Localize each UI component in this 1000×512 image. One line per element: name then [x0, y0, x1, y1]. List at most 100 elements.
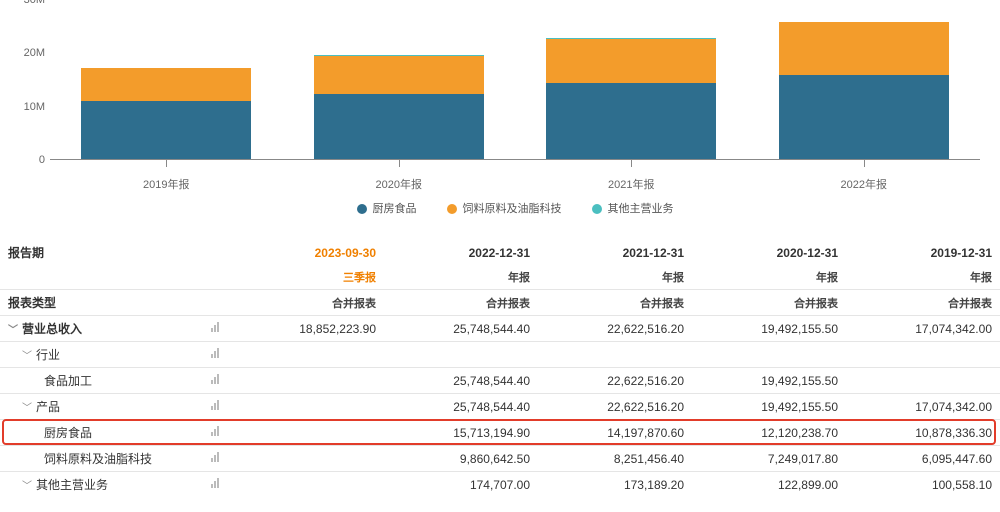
- table-cell: 122,899.00: [692, 472, 846, 498]
- row-chart-icon-cell: [200, 446, 230, 472]
- bar-segment: [779, 75, 949, 159]
- table-cell: [692, 342, 846, 368]
- bar-chart-icon[interactable]: [211, 322, 219, 332]
- bar-segment: [81, 101, 251, 159]
- x-tick-label: 2020年报: [299, 176, 499, 192]
- bar-chart-icon[interactable]: [211, 348, 219, 358]
- column-date: 2021-12-31: [538, 240, 692, 265]
- x-tick-label: 2019年报: [66, 176, 266, 192]
- chart-plot-area: [50, 0, 980, 160]
- table-cell: 22,622,516.20: [538, 394, 692, 420]
- table-cell: [846, 368, 1000, 394]
- row-label[interactable]: ﹀行业: [0, 342, 200, 368]
- column-subtype: 年报: [692, 265, 846, 290]
- header-type-label: 报表类型: [0, 290, 200, 316]
- legend-item: 其他主营业务: [592, 200, 674, 216]
- legend-item: 厨房食品: [357, 200, 417, 216]
- bar-segment: [314, 56, 484, 94]
- table-row: ﹀行业: [0, 342, 1000, 368]
- revenue-stacked-bar-chart: 010M20M30M 2019年报2020年报2021年报2022年报 厨房食品…: [0, 0, 1000, 210]
- bar-chart-icon[interactable]: [211, 478, 219, 488]
- column-report-type: 合并报表: [846, 290, 1000, 316]
- row-label: 饲料原料及油脂科技: [0, 446, 200, 472]
- table-cell: 14,197,870.60: [538, 420, 692, 446]
- bar-group: [531, 38, 731, 159]
- x-tick-label: 2022年报: [764, 176, 964, 192]
- column-subtype: 年报: [384, 265, 538, 290]
- row-chart-icon-cell: [200, 316, 230, 342]
- table-cell: 25,748,544.40: [384, 394, 538, 420]
- row-label[interactable]: ﹀营业总收入: [0, 316, 200, 342]
- y-axis: 010M20M30M: [10, 0, 45, 160]
- table-cell: [538, 342, 692, 368]
- row-label: 食品加工: [0, 368, 200, 394]
- table-row: ﹀其他主营业务 174,707.00173,189.20122,899.00100…: [0, 472, 1000, 498]
- table-row: ﹀营业总收入 18,852,223.9025,748,544.4022,622,5…: [0, 316, 1000, 342]
- header-period-label: 报告期: [0, 240, 200, 265]
- table-cell: 174,707.00: [384, 472, 538, 498]
- x-tick-label: 2021年报: [531, 176, 731, 192]
- bar-chart-icon[interactable]: [211, 400, 219, 410]
- table-row: ﹀产品 25,748,544.4022,622,516.2019,492,155.…: [0, 394, 1000, 420]
- bar-group: [299, 55, 499, 159]
- table-cell: 100,558.10: [846, 472, 1000, 498]
- row-label[interactable]: ﹀其他主营业务: [0, 472, 200, 498]
- caret-down-icon[interactable]: ﹀: [22, 403, 32, 414]
- financial-table: 报告期2023-09-302022-12-312021-12-312020-12…: [0, 240, 1000, 497]
- bar-group: [66, 68, 266, 159]
- table-row: 厨房食品 15,713,194.9014,197,870.6012,120,238…: [0, 420, 1000, 446]
- caret-down-icon[interactable]: ﹀: [22, 351, 32, 362]
- y-tick-label: 20M: [24, 47, 45, 59]
- table-cell: [230, 394, 384, 420]
- bar-segment: [546, 83, 716, 159]
- row-chart-icon-cell: [200, 368, 230, 394]
- column-subtype: 年报: [846, 265, 1000, 290]
- bar-chart-icon[interactable]: [211, 452, 219, 462]
- row-chart-icon-cell: [200, 342, 230, 368]
- column-report-type: 合并报表: [230, 290, 384, 316]
- row-chart-icon-cell: [200, 394, 230, 420]
- table-cell: 22,622,516.20: [538, 316, 692, 342]
- table-row: 食品加工 25,748,544.4022,622,516.2019,492,155…: [0, 368, 1000, 394]
- bar-chart-icon[interactable]: [211, 426, 219, 436]
- table-cell: [230, 446, 384, 472]
- legend-label: 饲料原料及油脂科技: [463, 203, 562, 215]
- column-subtype: 三季报: [230, 265, 384, 290]
- bar-chart-icon[interactable]: [211, 374, 219, 384]
- legend-label: 厨房食品: [373, 203, 417, 215]
- table-cell: 22,622,516.20: [538, 368, 692, 394]
- table-cell: 8,251,456.40: [538, 446, 692, 472]
- table-cell: 9,860,642.50: [384, 446, 538, 472]
- y-tick-label: 30M: [24, 0, 45, 6]
- table-cell: 15,713,194.90: [384, 420, 538, 446]
- table-cell: [846, 342, 1000, 368]
- row-label: 厨房食品: [0, 420, 200, 446]
- table-cell: 7,249,017.80: [692, 446, 846, 472]
- column-report-type: 合并报表: [538, 290, 692, 316]
- y-tick-label: 0: [39, 154, 45, 166]
- table-cell: 18,852,223.90: [230, 316, 384, 342]
- legend-swatch: [447, 204, 457, 214]
- legend-item: 饲料原料及油脂科技: [447, 200, 562, 216]
- column-subtype: 年报: [538, 265, 692, 290]
- caret-down-icon[interactable]: ﹀: [8, 325, 18, 336]
- bar-segment: [81, 68, 251, 101]
- legend-label: 其他主营业务: [608, 203, 674, 215]
- table-cell: 10,878,336.30: [846, 420, 1000, 446]
- table-cell: 19,492,155.50: [692, 368, 846, 394]
- bar-segment: [314, 94, 484, 159]
- column-date: 2023-09-30: [230, 240, 384, 265]
- table-cell: 19,492,155.50: [692, 394, 846, 420]
- table-cell: [230, 342, 384, 368]
- table-cell: 25,748,544.40: [384, 368, 538, 394]
- table-cell: 25,748,544.40: [384, 316, 538, 342]
- table-row: 饲料原料及油脂科技 9,860,642.508,251,456.407,249,0…: [0, 446, 1000, 472]
- table-cell: 12,120,238.70: [692, 420, 846, 446]
- caret-down-icon[interactable]: ﹀: [22, 481, 32, 492]
- table-cell: 173,189.20: [538, 472, 692, 498]
- table-cell: 17,074,342.00: [846, 394, 1000, 420]
- row-label[interactable]: ﹀产品: [0, 394, 200, 420]
- table-cell: [230, 472, 384, 498]
- legend-swatch: [592, 204, 602, 214]
- legend-swatch: [357, 204, 367, 214]
